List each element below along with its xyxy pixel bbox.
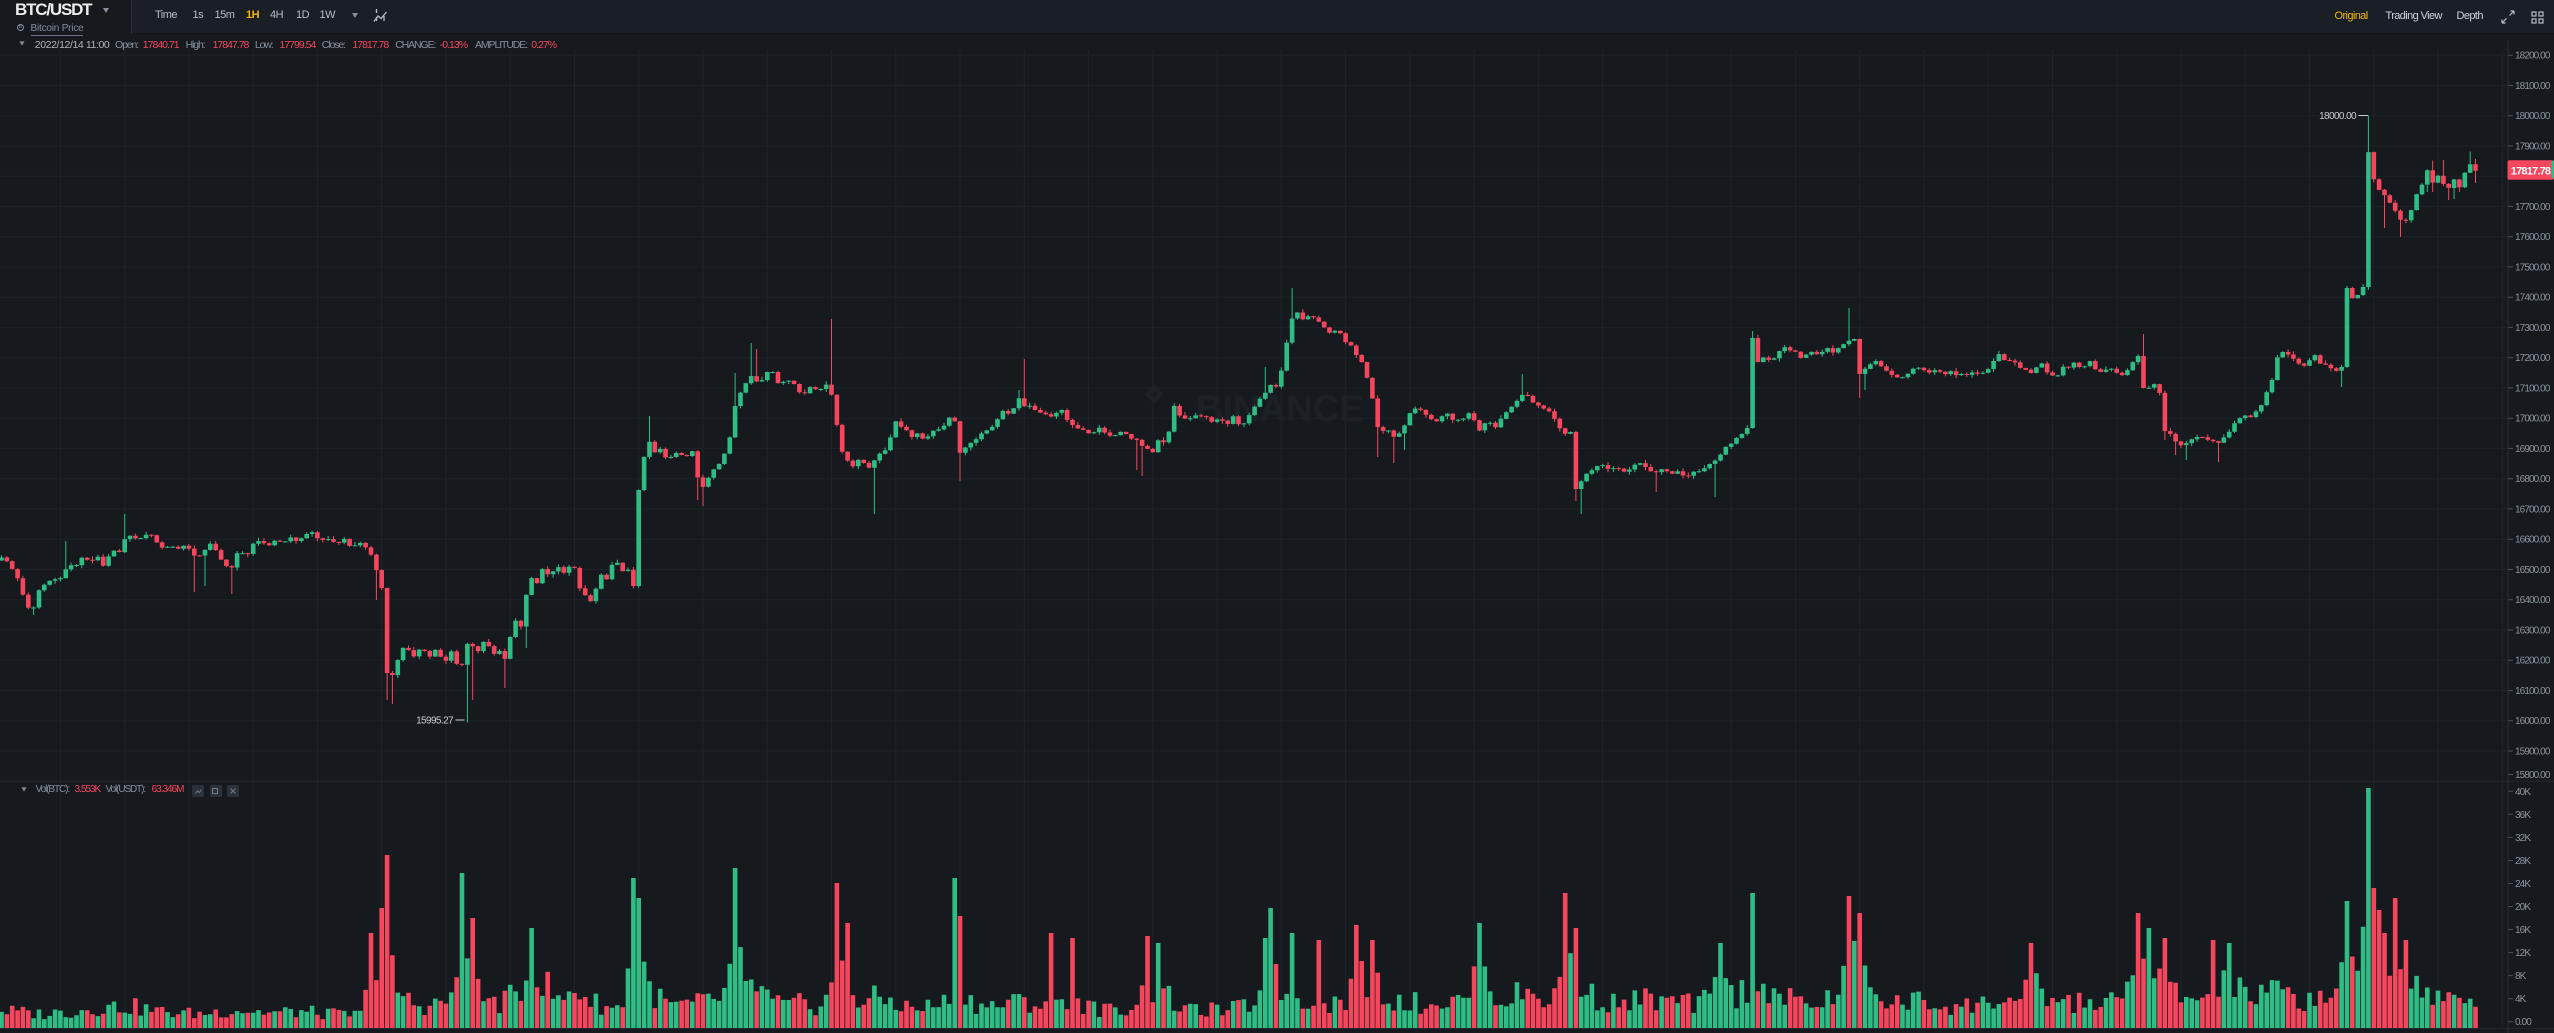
svg-text:12K: 12K — [2515, 948, 2531, 959]
svg-text:16000.00: 16000.00 — [2515, 716, 2551, 727]
svg-text:17500.00: 17500.00 — [2515, 262, 2551, 273]
svg-text:15900.00: 15900.00 — [2515, 747, 2551, 758]
svg-text:40K: 40K — [2515, 787, 2531, 798]
svg-text:16500.00: 16500.00 — [2515, 565, 2551, 576]
svg-text:16100.00: 16100.00 — [2515, 686, 2551, 697]
svg-text:16200.00: 16200.00 — [2515, 656, 2551, 667]
svg-text:16600.00: 16600.00 — [2515, 535, 2551, 546]
svg-text:16300.00: 16300.00 — [2515, 626, 2551, 637]
svg-text:8K: 8K — [2515, 971, 2527, 982]
svg-text:28K: 28K — [2515, 856, 2531, 867]
svg-text:15995.27: 15995.27 — [416, 716, 454, 727]
svg-text:17817.78: 17817.78 — [2511, 165, 2551, 177]
svg-text:18200.00: 18200.00 — [2515, 51, 2551, 62]
svg-text:36K: 36K — [2515, 810, 2531, 821]
svg-text:20K: 20K — [2515, 902, 2531, 913]
svg-text:17300.00: 17300.00 — [2515, 323, 2551, 334]
svg-text:18000.00: 18000.00 — [2515, 111, 2551, 122]
svg-text:24K: 24K — [2515, 879, 2531, 890]
svg-text:17100.00: 17100.00 — [2515, 383, 2551, 394]
svg-text:18000.00: 18000.00 — [2319, 111, 2357, 122]
svg-text:15800.00: 15800.00 — [2515, 770, 2551, 781]
svg-text:16900.00: 16900.00 — [2515, 444, 2551, 455]
svg-text:17700.00: 17700.00 — [2515, 202, 2551, 213]
svg-text:17900.00: 17900.00 — [2515, 141, 2551, 152]
svg-text:16700.00: 16700.00 — [2515, 505, 2551, 516]
svg-text:16400.00: 16400.00 — [2515, 595, 2551, 606]
svg-text:17600.00: 17600.00 — [2515, 232, 2551, 243]
svg-text:4K: 4K — [2515, 994, 2527, 1005]
svg-text:0.00: 0.00 — [2515, 1017, 2532, 1028]
svg-text:16K: 16K — [2515, 925, 2531, 936]
svg-text:18100.00: 18100.00 — [2515, 81, 2551, 92]
svg-text:BINANCE: BINANCE — [1196, 388, 1366, 429]
svg-text:17400.00: 17400.00 — [2515, 293, 2551, 304]
svg-text:16800.00: 16800.00 — [2515, 474, 2551, 485]
svg-text:32K: 32K — [2515, 833, 2531, 844]
svg-text:17000.00: 17000.00 — [2515, 414, 2551, 425]
svg-text:17200.00: 17200.00 — [2515, 353, 2551, 364]
